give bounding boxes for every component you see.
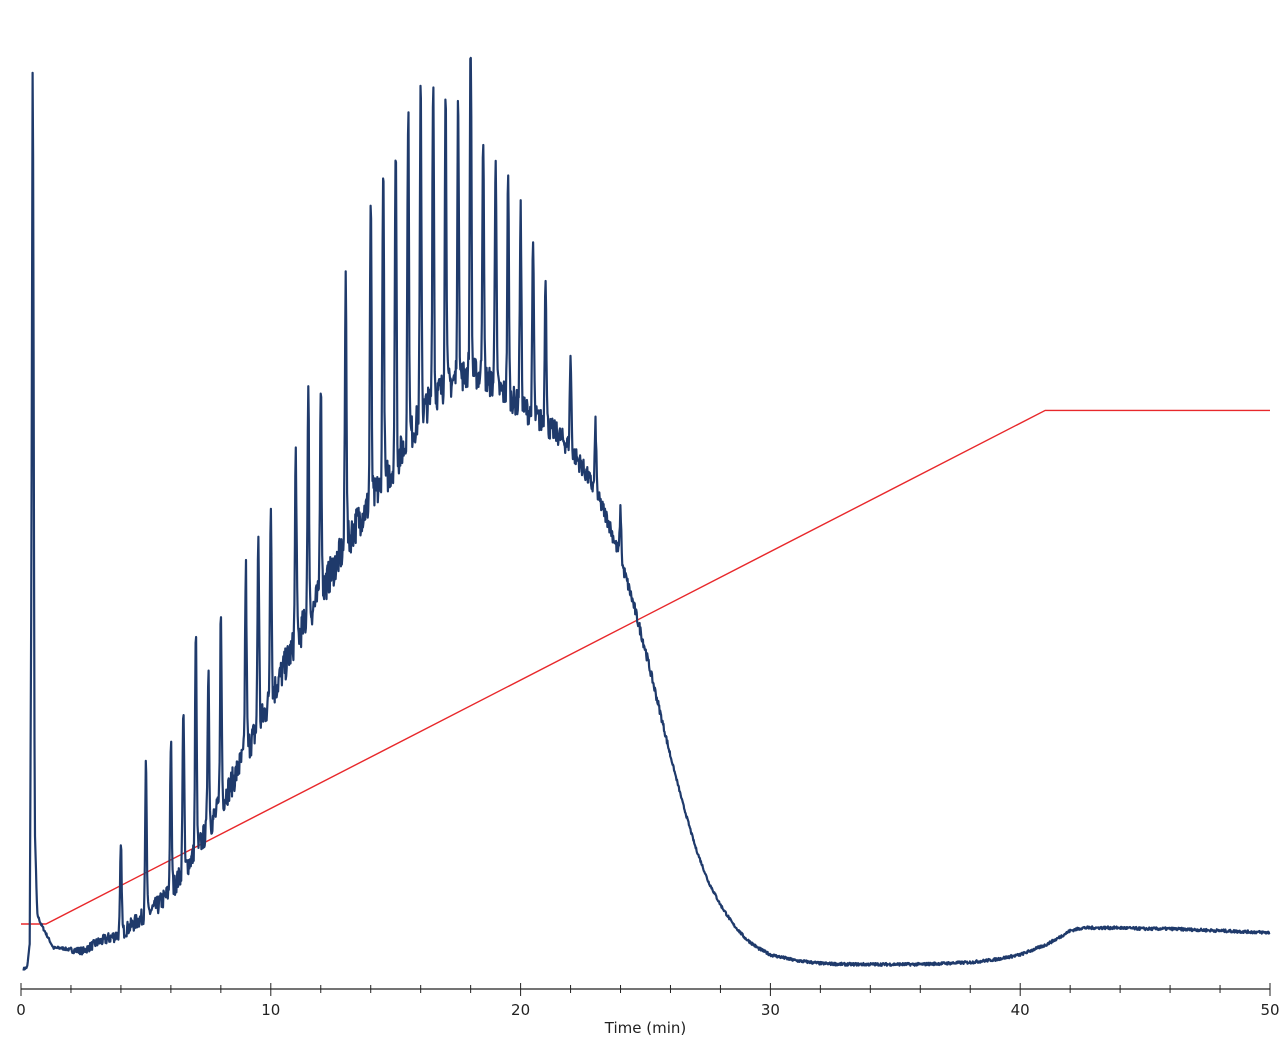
x-ticks — [20, 983, 1271, 996]
x-axis: 0 10 20 30 40 50 Time (min) — [16, 983, 1280, 1037]
x-tick-label: 20 — [511, 1001, 530, 1019]
x-tick-labels: 0 10 20 30 40 50 — [16, 1001, 1279, 1019]
x-axis-title: Time (min) — [604, 1019, 686, 1037]
x-tick-label: 0 — [16, 1001, 26, 1019]
x-tick-label: 30 — [761, 1001, 780, 1019]
gradient-line — [21, 409, 1270, 925]
chromatogram-trace — [22, 56, 1271, 971]
x-tick-label: 40 — [1011, 1001, 1030, 1019]
x-tick-label: 10 — [261, 1001, 280, 1019]
x-tick-label: 50 — [1260, 1001, 1279, 1019]
plot-area — [21, 56, 1271, 971]
